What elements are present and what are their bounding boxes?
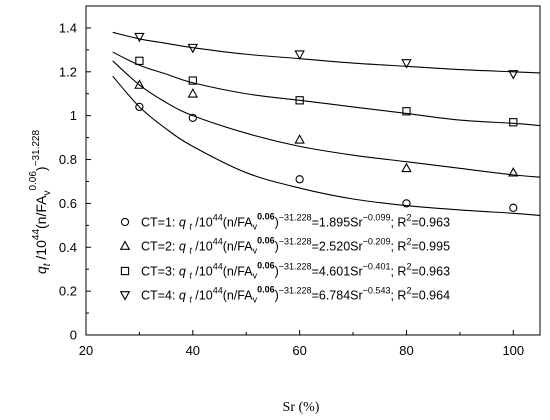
y-tick-label: 0.8 bbox=[59, 152, 77, 167]
data-point-circle bbox=[402, 199, 411, 208]
fit-curves bbox=[112, 31, 541, 217]
data-point-square bbox=[295, 96, 304, 105]
y-tick-label: 1.2 bbox=[59, 64, 77, 79]
plot-border bbox=[85, 5, 541, 336]
data-point-circle bbox=[509, 203, 518, 212]
fit-curve bbox=[112, 60, 541, 178]
legend-marker-square bbox=[120, 266, 130, 276]
x-tick-label: 40 bbox=[186, 343, 200, 358]
x-tick-label: 60 bbox=[292, 343, 306, 358]
x-axis-title: Sr (%) bbox=[283, 400, 320, 415]
legend-entry: CT=1: q t /1044(n/FAv0.06)−31.228=1.895S… bbox=[141, 212, 450, 232]
legend: CT=1: q t /1044(n/FAv0.06)−31.228=1.895S… bbox=[119, 212, 450, 305]
y-tick-label: 0 bbox=[70, 328, 77, 343]
fit-curve bbox=[112, 31, 541, 74]
y-tick-label: 1 bbox=[70, 108, 77, 123]
y-tick-label: 1.4 bbox=[59, 20, 77, 35]
data-point-triangle-down bbox=[401, 59, 412, 69]
data-point-triangle-down bbox=[187, 43, 199, 54]
legend-entry: CT=2: q t /1044(n/FAv0.06)−31.228=2.520S… bbox=[141, 236, 450, 256]
y-tick-label: 0.2 bbox=[59, 284, 77, 299]
data-point-square bbox=[188, 76, 197, 85]
legend-marker-triangle-down bbox=[119, 291, 131, 301]
data-point-circle bbox=[188, 113, 197, 123]
data-point-triangle-down bbox=[134, 32, 145, 43]
y-tick-label: 0.4 bbox=[59, 240, 77, 255]
data-point-square bbox=[402, 107, 411, 116]
x-tick-label: 100 bbox=[502, 343, 524, 358]
data-point-square bbox=[135, 56, 144, 65]
data-point-circle bbox=[135, 102, 144, 112]
y-axis-ticks: 0 0.2 0.4 0.6 0.8 1 1.2 1.4 bbox=[59, 5, 91, 343]
legend-entry: CT=4: q t /1044(n/FAv0.06)−31.228=6.784S… bbox=[141, 285, 450, 305]
x-tick-label: 20 bbox=[79, 343, 93, 358]
data-points bbox=[134, 32, 519, 212]
data-point-triangle-up bbox=[508, 167, 519, 177]
data-point-circle bbox=[295, 175, 304, 184]
data-point-square bbox=[509, 118, 518, 127]
y-tick-label: 0.6 bbox=[59, 196, 77, 211]
y-axis-title: qt /1044(n/FAv0.06)−31.228 bbox=[28, 130, 53, 275]
legend-marker-triangle-up bbox=[119, 240, 131, 250]
data-point-triangle-up bbox=[294, 134, 305, 144]
data-point-triangle-up bbox=[401, 162, 412, 173]
data-point-triangle-down bbox=[294, 50, 305, 60]
x-axis-ticks: 20 40 60 80 100 bbox=[79, 330, 524, 358]
legend-entry: CT=3: q t /1044(n/FAv0.06)−31.228=4.601S… bbox=[141, 261, 450, 281]
fit-curve bbox=[112, 75, 541, 217]
fit-curve bbox=[112, 51, 541, 127]
x-tick-label: 80 bbox=[399, 343, 413, 358]
plot-frame bbox=[85, 5, 541, 336]
data-point-triangle-up bbox=[187, 88, 199, 98]
data-point-triangle-up bbox=[134, 79, 145, 89]
data-point-triangle-down bbox=[508, 70, 519, 80]
legend-marker-circle bbox=[120, 217, 130, 227]
